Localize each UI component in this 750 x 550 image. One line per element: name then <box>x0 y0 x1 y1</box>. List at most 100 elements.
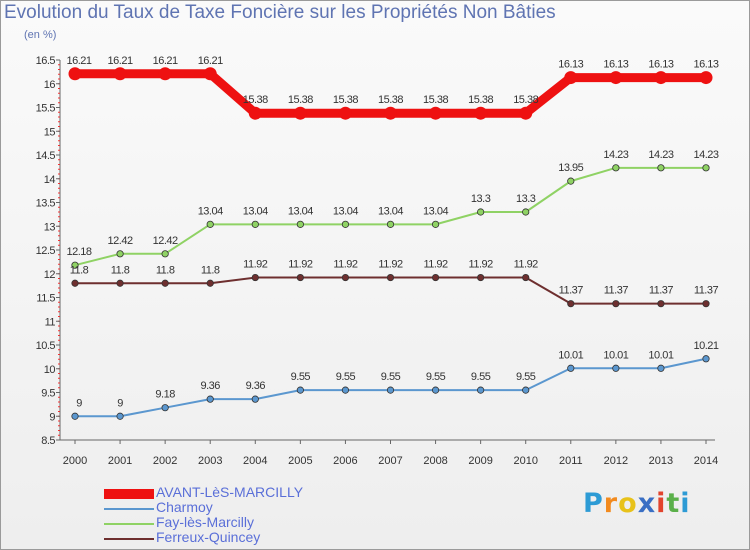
y-tick-label: 9.5 <box>41 388 55 400</box>
data-point <box>296 273 304 282</box>
data-point <box>564 71 578 85</box>
data-label: 15.38 <box>378 94 403 106</box>
data-point <box>384 106 397 120</box>
data-label: 10.21 <box>693 340 718 352</box>
data-point <box>68 67 82 81</box>
legend-label: Ferreux-Quincey <box>156 529 261 545</box>
data-label: 14.23 <box>648 149 673 161</box>
data-label: 16.21 <box>198 55 223 67</box>
data-point <box>477 208 485 216</box>
x-tick-label: 2001 <box>108 455 132 467</box>
data-label: 13.3 <box>471 193 491 205</box>
data-point <box>116 279 124 287</box>
data-label: 11.37 <box>559 285 584 297</box>
y-tick-label: 11 <box>45 316 56 328</box>
data-label: 16.13 <box>603 59 628 71</box>
data-label: 9.55 <box>426 371 446 383</box>
legend-label: Charmoy <box>156 499 213 515</box>
data-point <box>251 220 259 228</box>
data-label: 12.42 <box>108 235 133 247</box>
data-point <box>341 220 350 228</box>
data-label: 9.55 <box>336 371 356 383</box>
data-label: 11.92 <box>243 259 268 271</box>
data-point <box>158 67 172 81</box>
x-tick-label: 2009 <box>468 455 492 467</box>
data-point <box>474 106 488 120</box>
data-point <box>386 273 395 282</box>
data-label: 13.3 <box>516 193 536 205</box>
data-point <box>612 164 620 172</box>
logo-letter: t <box>666 488 681 519</box>
data-point <box>654 71 668 85</box>
data-label: 16.21 <box>66 55 91 67</box>
data-labels-layer: 16.21 16.21 16.21 16.21 15.38 15.38 15.38 15.38… <box>66 55 719 409</box>
data-label: 16.13 <box>648 59 673 71</box>
data-point <box>519 106 533 120</box>
data-label: 9.18 <box>155 389 175 401</box>
legend-swatch <box>104 489 154 499</box>
x-tick-label: 2002 <box>153 455 177 467</box>
data-label: 13.04 <box>243 205 268 217</box>
data-point <box>612 300 620 308</box>
data-label: 11.37 <box>604 285 629 297</box>
y-tick-label: 15.5 <box>36 103 56 115</box>
x-tick-label: 2003 <box>198 455 222 467</box>
data-label: 16.21 <box>153 55 178 67</box>
data-point <box>251 273 259 282</box>
data-point <box>612 364 620 372</box>
data-label: 16.13 <box>558 59 583 71</box>
data-point <box>567 300 575 308</box>
data-label: 10.01 <box>603 349 628 361</box>
data-point <box>293 106 307 120</box>
data-label: 15.38 <box>468 94 493 106</box>
y-tick-label: 13 <box>44 221 56 233</box>
x-tick-label: 2004 <box>243 455 267 467</box>
data-label: 11.92 <box>378 259 403 271</box>
x-tick-label: 2010 <box>513 455 537 467</box>
data-label: 9.55 <box>516 371 536 383</box>
data-point <box>341 386 350 394</box>
data-label: 11.8 <box>70 264 89 276</box>
x-tick-label: 2011 <box>559 455 583 467</box>
data-label: 10.01 <box>648 349 673 361</box>
data-point <box>296 220 304 228</box>
data-point <box>161 250 169 258</box>
data-label: 15.38 <box>243 94 268 106</box>
axes: 8.5 9 9.5 10 10.5 11 11.5 12 12.5 13 13.5 14 14.5 15 1… <box>36 55 719 467</box>
y-tick-label: 10.5 <box>36 340 56 352</box>
data-label: 13.04 <box>423 205 448 217</box>
legend-swatch <box>104 523 154 525</box>
data-label: 11.92 <box>333 259 358 271</box>
data-point <box>657 164 665 172</box>
logo-letter: r <box>603 488 619 519</box>
y-tick-label: 12.5 <box>36 245 56 257</box>
series-fay-les-marcilly <box>71 164 710 269</box>
data-point <box>206 395 214 403</box>
data-label: 16.21 <box>108 55 133 67</box>
data-point <box>341 273 350 282</box>
legend-label: Fay-lès-Marcilly <box>156 514 254 530</box>
legend-item: AVANT-LèS-MARCILLY <box>104 484 384 501</box>
data-point <box>429 106 443 120</box>
data-point <box>203 67 217 81</box>
y-tick-label: 16 <box>44 79 56 91</box>
data-point <box>161 279 169 287</box>
data-point <box>71 412 79 420</box>
data-label: 11.8 <box>201 264 220 276</box>
data-label: 15.38 <box>513 94 538 106</box>
data-label: 11.37 <box>694 285 719 297</box>
data-label: 9.36 <box>246 380 266 392</box>
data-label: 9.55 <box>471 371 491 383</box>
y-tick-label: 14 <box>44 174 56 186</box>
series-ferreux-quincey <box>71 273 710 308</box>
data-point <box>431 386 440 394</box>
x-tick-label: 2012 <box>604 455 628 467</box>
y-tick-label: 9 <box>49 411 55 423</box>
data-point <box>609 71 623 85</box>
legend-item: Ferreux-Quincey <box>104 529 384 546</box>
logo-letter: i <box>656 488 667 519</box>
data-point <box>71 279 79 287</box>
legend-swatch <box>104 508 154 510</box>
logo-letter: P <box>583 488 604 519</box>
